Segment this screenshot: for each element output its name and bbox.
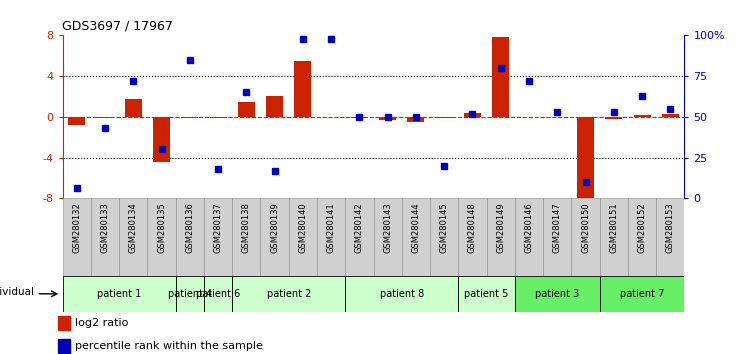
Bar <box>408 117 425 122</box>
Text: log2 ratio: log2 ratio <box>75 318 129 328</box>
Bar <box>464 113 481 117</box>
Text: patient 5: patient 5 <box>464 289 509 299</box>
Bar <box>91 198 119 276</box>
Text: GSM280141: GSM280141 <box>327 202 336 253</box>
Bar <box>436 117 453 118</box>
Text: GSM280146: GSM280146 <box>525 202 534 253</box>
Bar <box>605 117 622 119</box>
Bar <box>232 276 345 312</box>
Bar <box>373 198 402 276</box>
Bar <box>486 198 515 276</box>
Text: GSM280147: GSM280147 <box>553 202 562 253</box>
Bar <box>600 276 684 312</box>
Text: patient 8: patient 8 <box>380 289 424 299</box>
Bar <box>204 198 232 276</box>
Bar <box>634 115 651 117</box>
Bar <box>176 276 204 312</box>
Bar <box>459 276 515 312</box>
Text: GSM280138: GSM280138 <box>242 202 251 253</box>
Text: GDS3697 / 17967: GDS3697 / 17967 <box>62 20 173 33</box>
Bar <box>181 117 198 118</box>
Bar <box>210 117 227 118</box>
Bar <box>261 198 289 276</box>
Bar <box>58 339 69 353</box>
Bar <box>63 198 91 276</box>
Text: GSM280137: GSM280137 <box>213 202 222 253</box>
Text: GSM280140: GSM280140 <box>298 202 308 253</box>
Bar <box>63 276 176 312</box>
Bar <box>68 117 85 125</box>
Text: GSM280133: GSM280133 <box>100 202 110 253</box>
Bar <box>543 198 571 276</box>
Bar <box>430 198 459 276</box>
Text: GSM280152: GSM280152 <box>637 202 647 253</box>
Text: GSM280153: GSM280153 <box>666 202 675 253</box>
Text: percentile rank within the sample: percentile rank within the sample <box>75 341 263 351</box>
Bar <box>515 276 600 312</box>
Text: GSM280139: GSM280139 <box>270 202 279 253</box>
Text: patient 1: patient 1 <box>97 289 141 299</box>
Bar <box>153 117 170 161</box>
Text: GSM280134: GSM280134 <box>129 202 138 253</box>
Bar <box>204 276 232 312</box>
Bar <box>657 198 684 276</box>
Text: patient 4: patient 4 <box>168 289 212 299</box>
Bar <box>628 198 657 276</box>
Bar <box>345 198 373 276</box>
Text: GSM280148: GSM280148 <box>468 202 477 253</box>
Bar <box>119 198 147 276</box>
Text: patient 6: patient 6 <box>196 289 240 299</box>
Bar <box>345 276 459 312</box>
Bar <box>58 316 69 330</box>
Text: GSM280151: GSM280151 <box>609 202 618 253</box>
Text: GSM280144: GSM280144 <box>411 202 420 253</box>
Text: individual: individual <box>0 287 35 297</box>
Bar <box>317 198 345 276</box>
Bar <box>266 96 283 117</box>
Text: GSM280136: GSM280136 <box>185 202 194 253</box>
Text: GSM280145: GSM280145 <box>439 202 449 253</box>
Bar <box>124 98 142 117</box>
Text: patient 3: patient 3 <box>535 289 579 299</box>
Bar <box>459 198 486 276</box>
Bar <box>662 114 679 117</box>
Text: patient 2: patient 2 <box>266 289 311 299</box>
Bar <box>351 117 368 118</box>
Text: GSM280135: GSM280135 <box>157 202 166 253</box>
Bar <box>232 198 261 276</box>
Bar <box>238 102 255 117</box>
Bar <box>176 198 204 276</box>
Text: patient 7: patient 7 <box>620 289 665 299</box>
Text: GSM280150: GSM280150 <box>581 202 590 253</box>
Bar <box>402 198 430 276</box>
Bar <box>492 38 509 117</box>
Bar <box>96 117 113 118</box>
Text: GSM280142: GSM280142 <box>355 202 364 253</box>
Text: GSM280143: GSM280143 <box>383 202 392 253</box>
Bar <box>294 61 311 117</box>
Bar <box>289 198 317 276</box>
Text: GSM280132: GSM280132 <box>72 202 81 253</box>
Bar <box>571 198 600 276</box>
Bar <box>577 117 594 203</box>
Bar <box>600 198 628 276</box>
Text: GSM280149: GSM280149 <box>496 202 505 253</box>
Bar <box>147 198 176 276</box>
Bar <box>379 117 396 120</box>
Bar <box>515 198 543 276</box>
